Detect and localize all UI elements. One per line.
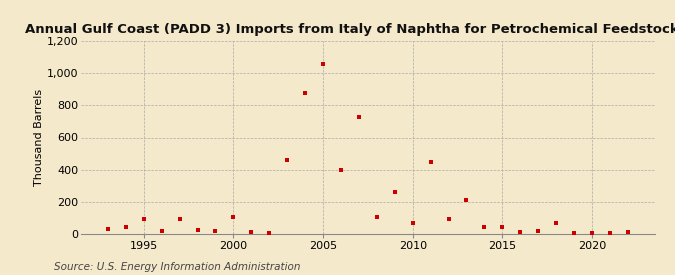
- Point: [264, 231, 275, 235]
- Point: [138, 217, 149, 222]
- Point: [425, 160, 436, 164]
- Point: [246, 230, 256, 234]
- Point: [281, 158, 292, 162]
- Text: Source: U.S. Energy Information Administration: Source: U.S. Energy Information Administ…: [54, 262, 300, 272]
- Y-axis label: Thousand Barrels: Thousand Barrels: [34, 89, 44, 186]
- Point: [192, 227, 203, 232]
- Point: [605, 231, 616, 235]
- Point: [587, 231, 597, 235]
- Point: [443, 216, 454, 221]
- Point: [228, 215, 239, 219]
- Point: [533, 228, 543, 233]
- Point: [551, 221, 562, 226]
- Point: [389, 190, 400, 194]
- Point: [300, 90, 310, 95]
- Point: [568, 231, 579, 235]
- Point: [497, 225, 508, 230]
- Point: [335, 167, 346, 172]
- Point: [157, 228, 167, 233]
- Point: [210, 228, 221, 233]
- Point: [120, 225, 131, 230]
- Point: [371, 215, 382, 219]
- Point: [515, 230, 526, 234]
- Point: [354, 114, 364, 119]
- Title: Annual Gulf Coast (PADD 3) Imports from Italy of Naphtha for Petrochemical Feeds: Annual Gulf Coast (PADD 3) Imports from …: [25, 23, 675, 36]
- Point: [479, 225, 490, 230]
- Point: [622, 230, 633, 234]
- Point: [318, 62, 329, 66]
- Point: [407, 221, 418, 226]
- Point: [174, 216, 185, 221]
- Point: [461, 198, 472, 202]
- Point: [103, 227, 113, 231]
